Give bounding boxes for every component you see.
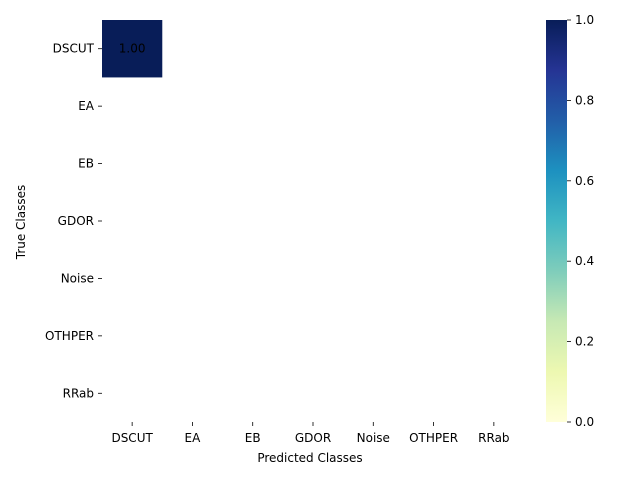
- x-tick-label-noise: Noise: [357, 431, 390, 445]
- colorbar-tick-label-0-8: 0.8: [575, 93, 594, 107]
- heatmap-cell-label-dscut-dscut: 1.00: [119, 42, 146, 56]
- x-tick-label-ea: EA: [185, 431, 202, 445]
- x-axis-label: Predicted Classes: [257, 451, 362, 465]
- y-tick-label-gdor: GDOR: [58, 214, 94, 228]
- y-tick-label-eb: EB: [78, 157, 94, 171]
- y-axis-label: True Classes: [14, 185, 28, 261]
- colorbar-tick-label-0-4: 0.4: [575, 254, 594, 268]
- y-axis-ticks: DSCUT EA EB GDOR Noise OTHPER RRab: [45, 42, 102, 400]
- colorbar-tick-label-0-2: 0.2: [575, 335, 594, 349]
- y-tick-label-rrab: RRab: [63, 386, 94, 400]
- heatmap-cell-dscut-dscut: [102, 20, 163, 78]
- x-tick-label-rrab: RRab: [478, 431, 509, 445]
- y-tick-label-noise: Noise: [61, 271, 94, 285]
- y-tick-label-othper: OTHPER: [45, 329, 94, 343]
- colorbar-tick-label-0-0: 0.0: [575, 415, 594, 429]
- x-tick-label-gdor: GDOR: [295, 431, 331, 445]
- x-tick-label-dscut: DSCUT: [111, 431, 153, 445]
- y-tick-label-ea: EA: [78, 99, 95, 113]
- heatmap-cells: 1.00: [102, 20, 163, 78]
- y-tick-label-dscut: DSCUT: [53, 42, 95, 56]
- colorbar-ticks: 0.0 0.2 0.4 0.6 0.8 1.0: [567, 13, 594, 429]
- colorbar-tick-label-0-6: 0.6: [575, 174, 594, 188]
- x-tick-label-eb: EB: [245, 431, 261, 445]
- colorbar-tick-label-1-0: 1.0: [575, 13, 594, 27]
- x-axis-ticks: DSCUT EA EB GDOR Noise OTHPER RRab: [111, 422, 510, 445]
- x-tick-label-othper: OTHPER: [409, 431, 458, 445]
- colorbar: [546, 20, 567, 422]
